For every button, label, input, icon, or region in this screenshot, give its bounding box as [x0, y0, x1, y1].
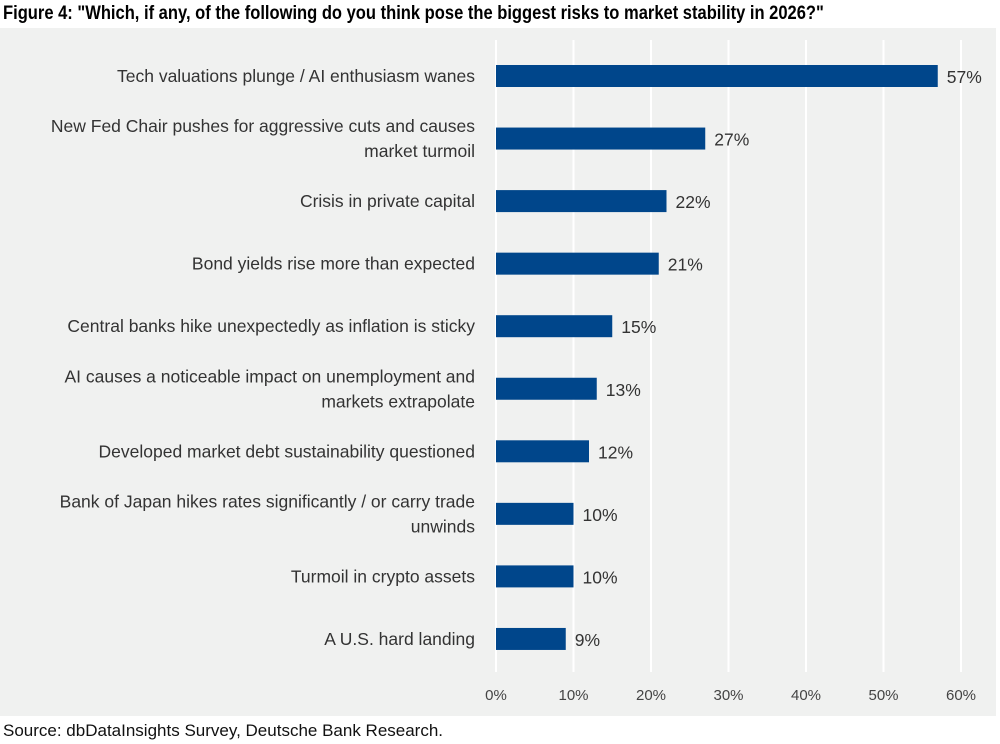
category-label-line: A U.S. hard landing: [324, 629, 475, 649]
bar: [496, 565, 574, 588]
x-tick-label: 20%: [636, 687, 666, 704]
category-label-line: market turmoil: [364, 141, 475, 161]
category-label-line: unwinds: [411, 516, 475, 536]
data-label: 12%: [598, 442, 633, 462]
category-label: Bond yields rise more than expected: [192, 254, 475, 274]
category-label: Tech valuations plunge / AI enthusiasm w…: [117, 66, 475, 86]
x-tick-label: 40%: [791, 687, 821, 704]
bar: [496, 627, 566, 650]
data-label: 15%: [621, 317, 656, 337]
category-label-line: Developed market debt sustainability que…: [99, 441, 475, 461]
category-label: Bank of Japan hikes rates significantly …: [60, 491, 476, 536]
category-label-line: AI causes a noticeable impact on unemplo…: [64, 366, 475, 386]
bar: [496, 252, 659, 275]
x-tick-label: 10%: [558, 687, 588, 704]
category-label: Central banks hike unexpectedly as infla…: [67, 316, 475, 336]
x-tick-label: 60%: [946, 687, 976, 704]
bar: [496, 315, 613, 338]
data-label: 57%: [947, 67, 982, 87]
category-label-line: markets extrapolate: [321, 391, 475, 411]
x-tick-label: 0%: [485, 687, 507, 704]
category-label-line: New Fed Chair pushes for aggressive cuts…: [51, 116, 475, 136]
x-tick-label: 50%: [868, 687, 898, 704]
category-label-line: Turmoil in crypto assets: [291, 566, 475, 586]
x-tick-label: 30%: [713, 687, 743, 704]
data-label: 21%: [668, 255, 703, 275]
data-label: 13%: [606, 380, 641, 400]
data-label: 10%: [583, 567, 618, 587]
data-label: 27%: [714, 130, 749, 150]
bar: [496, 502, 574, 525]
category-label: AI causes a noticeable impact on unemplo…: [64, 366, 475, 411]
data-label: 10%: [583, 505, 618, 525]
category-label-line: Crisis in private capital: [300, 191, 475, 211]
figure-title: Figure 4: "Which, if any, of the followi…: [3, 3, 824, 24]
bar: [496, 377, 597, 400]
source-note: Source: dbDataInsights Survey, Deutsche …: [3, 721, 444, 740]
category-label: New Fed Chair pushes for aggressive cuts…: [51, 116, 475, 161]
category-label-line: Central banks hike unexpectedly as infla…: [67, 316, 475, 336]
category-label: Turmoil in crypto assets: [291, 566, 475, 586]
category-label-line: Bond yields rise more than expected: [192, 254, 475, 274]
bar: [496, 190, 667, 213]
bar: [496, 440, 589, 463]
category-label-line: Bank of Japan hikes rates significantly …: [60, 491, 475, 511]
category-label: Developed market debt sustainability que…: [99, 441, 475, 461]
category-label: Crisis in private capital: [300, 191, 475, 211]
data-label: 9%: [575, 630, 600, 650]
bar: [496, 65, 938, 87]
category-label-line: Tech valuations plunge / AI enthusiasm w…: [117, 66, 475, 86]
bar: [496, 127, 706, 150]
data-label: 22%: [676, 192, 711, 212]
category-label: A U.S. hard landing: [324, 629, 475, 649]
